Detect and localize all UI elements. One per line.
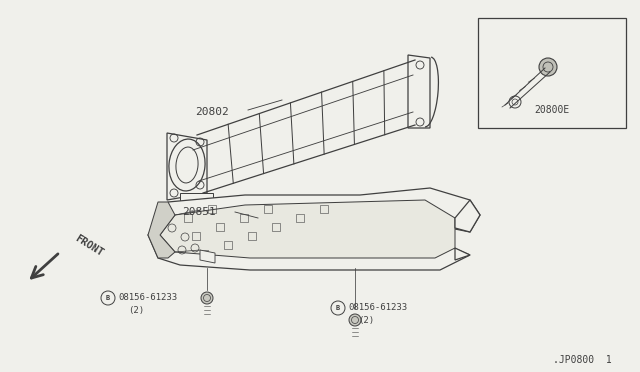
Circle shape	[539, 58, 557, 76]
Polygon shape	[148, 202, 175, 258]
Text: FRONT: FRONT	[73, 234, 105, 259]
Circle shape	[201, 292, 213, 304]
Polygon shape	[200, 250, 215, 263]
Text: 08156-61233: 08156-61233	[348, 304, 407, 312]
Polygon shape	[148, 188, 480, 270]
Text: B: B	[336, 305, 340, 311]
Text: B: B	[106, 295, 110, 301]
Text: (2): (2)	[358, 317, 374, 326]
FancyBboxPatch shape	[478, 18, 626, 128]
Text: 20802: 20802	[195, 107, 228, 117]
Text: 08156-61233: 08156-61233	[118, 294, 177, 302]
Polygon shape	[180, 193, 213, 217]
Polygon shape	[455, 248, 470, 260]
Ellipse shape	[169, 139, 205, 191]
Polygon shape	[455, 200, 480, 232]
Text: 20800E: 20800E	[535, 105, 570, 115]
Polygon shape	[160, 200, 455, 258]
Text: .JP0800  1: .JP0800 1	[553, 355, 612, 365]
Ellipse shape	[180, 210, 212, 224]
Polygon shape	[167, 133, 207, 200]
Text: 20851: 20851	[182, 207, 216, 217]
Ellipse shape	[176, 147, 198, 183]
Polygon shape	[408, 55, 430, 128]
Text: (2): (2)	[128, 307, 144, 315]
Circle shape	[349, 314, 361, 326]
